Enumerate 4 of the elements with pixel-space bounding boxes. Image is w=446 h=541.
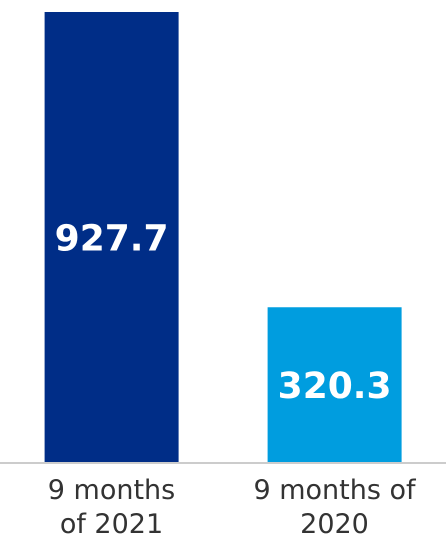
x-tick-label: 9 months of 2020 bbox=[253, 475, 418, 540]
x-tick-label: 9 months of 2021 bbox=[48, 475, 176, 540]
data-label: 320.3 bbox=[278, 366, 392, 407]
data-label: 927.7 bbox=[54, 218, 169, 260]
